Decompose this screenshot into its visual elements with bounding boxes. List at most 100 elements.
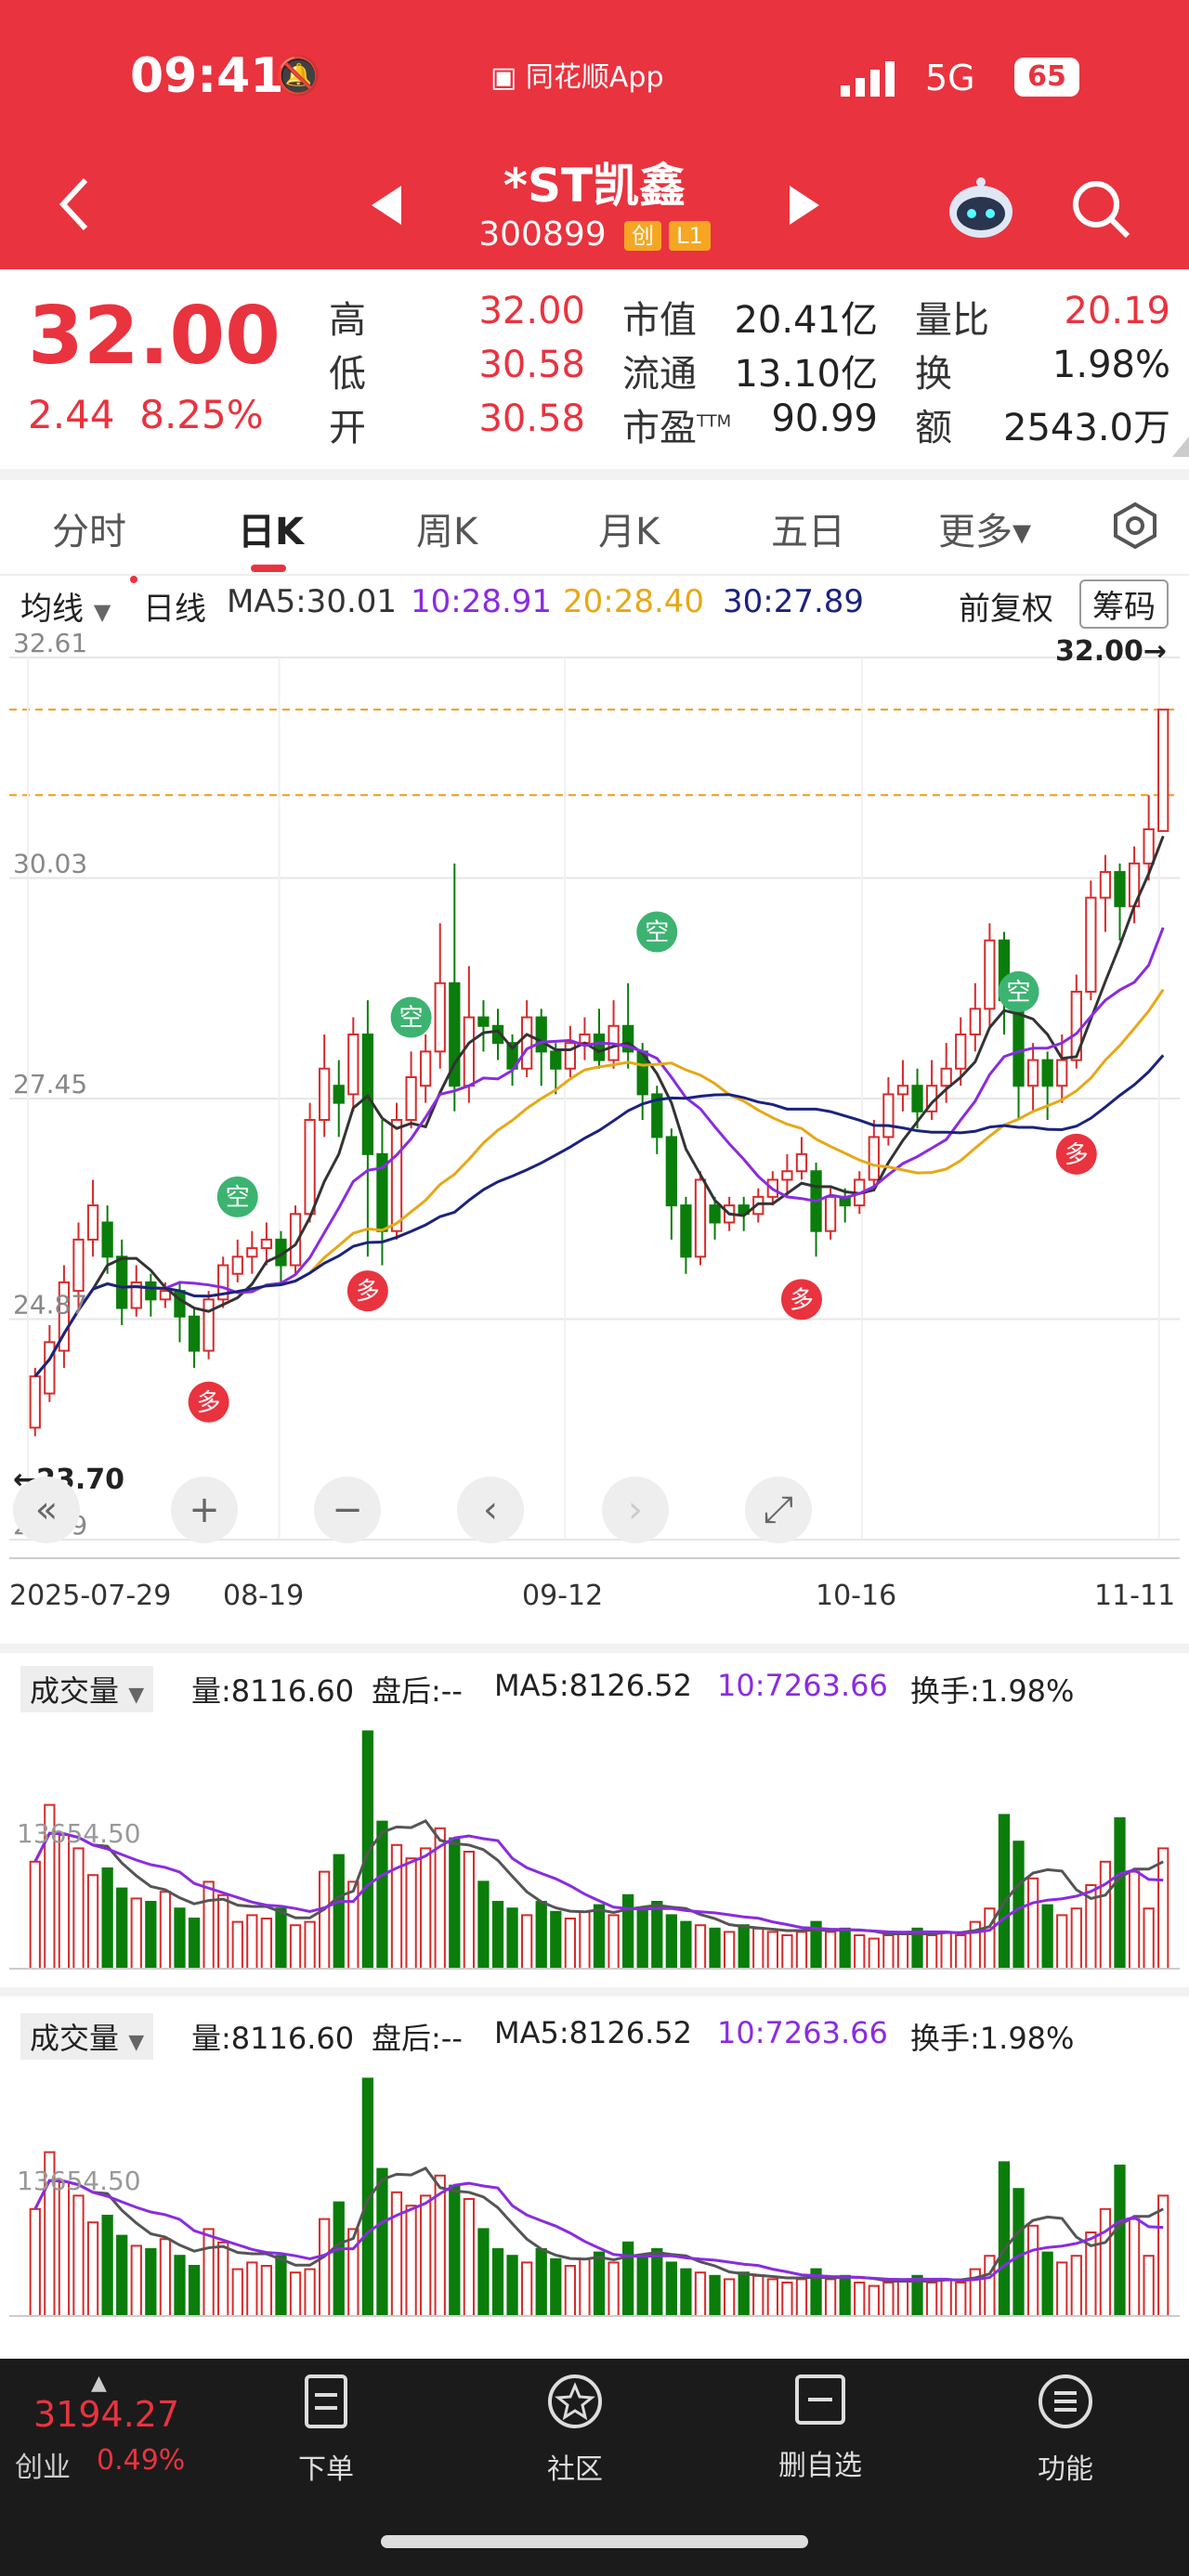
volume-bar [246, 1914, 258, 1970]
y-tick-label: 27.45 [13, 1069, 87, 1099]
volume-title-2: 成交量 [30, 2021, 120, 2056]
candle [463, 966, 476, 1103]
volume-bar [593, 1904, 606, 1971]
tab-daily-k[interactable]: 日K [238, 511, 304, 553]
mktcap-value: 20.41亿 [734, 299, 878, 342]
nav-community[interactable]: 社区 [505, 2373, 645, 2487]
chart-grid [9, 657, 1180, 1541]
volume-bar [998, 1814, 1011, 1971]
candle-body [44, 1341, 56, 1395]
signal-marker-dot [346, 1270, 388, 1312]
candle [1157, 709, 1169, 832]
volume-bar [275, 1907, 287, 1970]
chip-button[interactable]: 筹码 [1079, 579, 1169, 629]
chart-settings-icon[interactable] [1111, 501, 1159, 553]
candle [521, 1000, 533, 1077]
tab-weekly-k[interactable]: 周K [416, 511, 478, 553]
volume-bar [998, 2161, 1011, 2318]
prev-stock-icon[interactable] [370, 184, 403, 230]
candle-body [260, 1238, 273, 1250]
indicator-select[interactable]: 均线 ▼ [20, 583, 111, 629]
volume-bar [694, 2271, 707, 2317]
volume-chart-1[interactable] [9, 1709, 1180, 1978]
fullscreen-button[interactable]: ⤢ [745, 1477, 812, 1543]
volume-bar [1026, 1877, 1039, 1970]
candle-body [86, 1204, 99, 1241]
nav-remove-watchlist[interactable]: 删自选 [751, 2373, 890, 2483]
candle [795, 1137, 808, 1180]
volume-bar [101, 1867, 113, 1970]
candle [145, 1273, 157, 1317]
signal-marker: 空 [216, 1176, 258, 1217]
candle [608, 1000, 620, 1069]
back-icon[interactable] [56, 176, 93, 236]
volume-bar [1157, 2194, 1169, 2317]
candle-body [174, 1290, 186, 1318]
volume-bar [723, 2278, 736, 2317]
collapse-left-button[interactable]: « [13, 1477, 80, 1543]
mktcap-label: 市值 [622, 299, 697, 342]
candle-body [593, 1033, 606, 1061]
candle-body [231, 1255, 243, 1275]
candle-body [1143, 828, 1155, 865]
index-value[interactable]: 3194.27 [33, 2394, 180, 2435]
candle [289, 1205, 302, 1274]
zoom-out-button[interactable]: − [314, 1477, 381, 1543]
high-label: 高 [329, 299, 366, 342]
volume-indicator-select-1[interactable]: 成交量 ▼ [20, 1666, 154, 1712]
robot-assistant-icon[interactable] [946, 175, 1016, 243]
tab-monthly-k[interactable]: 月K [598, 511, 660, 553]
volume-bar [781, 2282, 793, 2317]
tab-more[interactable]: 更多▾ [938, 511, 1032, 553]
expand-corner-icon[interactable] [1172, 436, 1189, 461]
candle [130, 1265, 142, 1317]
candle [940, 1043, 952, 1103]
candle-body [940, 1067, 952, 1087]
zoom-in-button[interactable]: + [171, 1477, 238, 1543]
adjust-mode[interactable]: 前复权 [959, 591, 1053, 628]
chevron-down-icon: ▼ [128, 2031, 145, 2054]
volume-bar [882, 2282, 895, 2317]
candle [984, 923, 996, 1026]
level-tag: L1 [669, 221, 711, 251]
pan-right-button[interactable]: › [602, 1477, 669, 1543]
volume-bar [984, 2255, 996, 2317]
volume-bar [477, 2228, 490, 2317]
signal-icon [841, 59, 906, 100]
nav-functions[interactable]: 功能 [996, 2373, 1135, 2487]
volume-indicator-select-2[interactable]: 成交量 ▼ [20, 2013, 154, 2060]
signal-marker: 空 [998, 970, 1039, 1012]
active-tab-indicator [251, 565, 286, 572]
signal-marker: 空 [390, 996, 432, 1038]
volume-level-2: 13654.50 [17, 2166, 141, 2196]
ma-lines [33, 835, 1165, 1378]
ma10-value: 10:28.91 [411, 583, 553, 620]
candle [564, 1025, 576, 1077]
tab-intraday[interactable]: 分时 [52, 511, 126, 553]
volume-bar [1128, 2218, 1141, 2318]
nav-community-label: 社区 [547, 2453, 603, 2486]
volume-bar [203, 1880, 215, 1970]
high-value: 32.00 [478, 290, 585, 332]
tab-five-day[interactable]: 五日 [771, 511, 845, 553]
volume-bar [868, 1937, 880, 1971]
candle [434, 923, 446, 1069]
order-doc-icon [256, 2373, 396, 2446]
volume-bar [217, 1893, 229, 1970]
volume-turnover-2: 换手:1.98% [910, 2021, 1075, 2056]
pan-left-button[interactable]: ‹ [457, 1477, 524, 1543]
volume-chart-2[interactable] [9, 2056, 1180, 2325]
candle [231, 1239, 243, 1282]
volume-bar [550, 1910, 562, 1971]
nav-order[interactable]: 下单 [256, 2373, 396, 2487]
candle [535, 1008, 547, 1086]
next-stock-icon[interactable] [788, 184, 821, 230]
volume-bar [854, 1934, 866, 1970]
index-name: 创业 [15, 2452, 71, 2484]
search-icon[interactable] [1070, 178, 1131, 243]
last-price-text: 32.00 [1055, 635, 1143, 668]
volume-bar [347, 2228, 359, 2317]
low-value: 30.58 [478, 344, 585, 386]
